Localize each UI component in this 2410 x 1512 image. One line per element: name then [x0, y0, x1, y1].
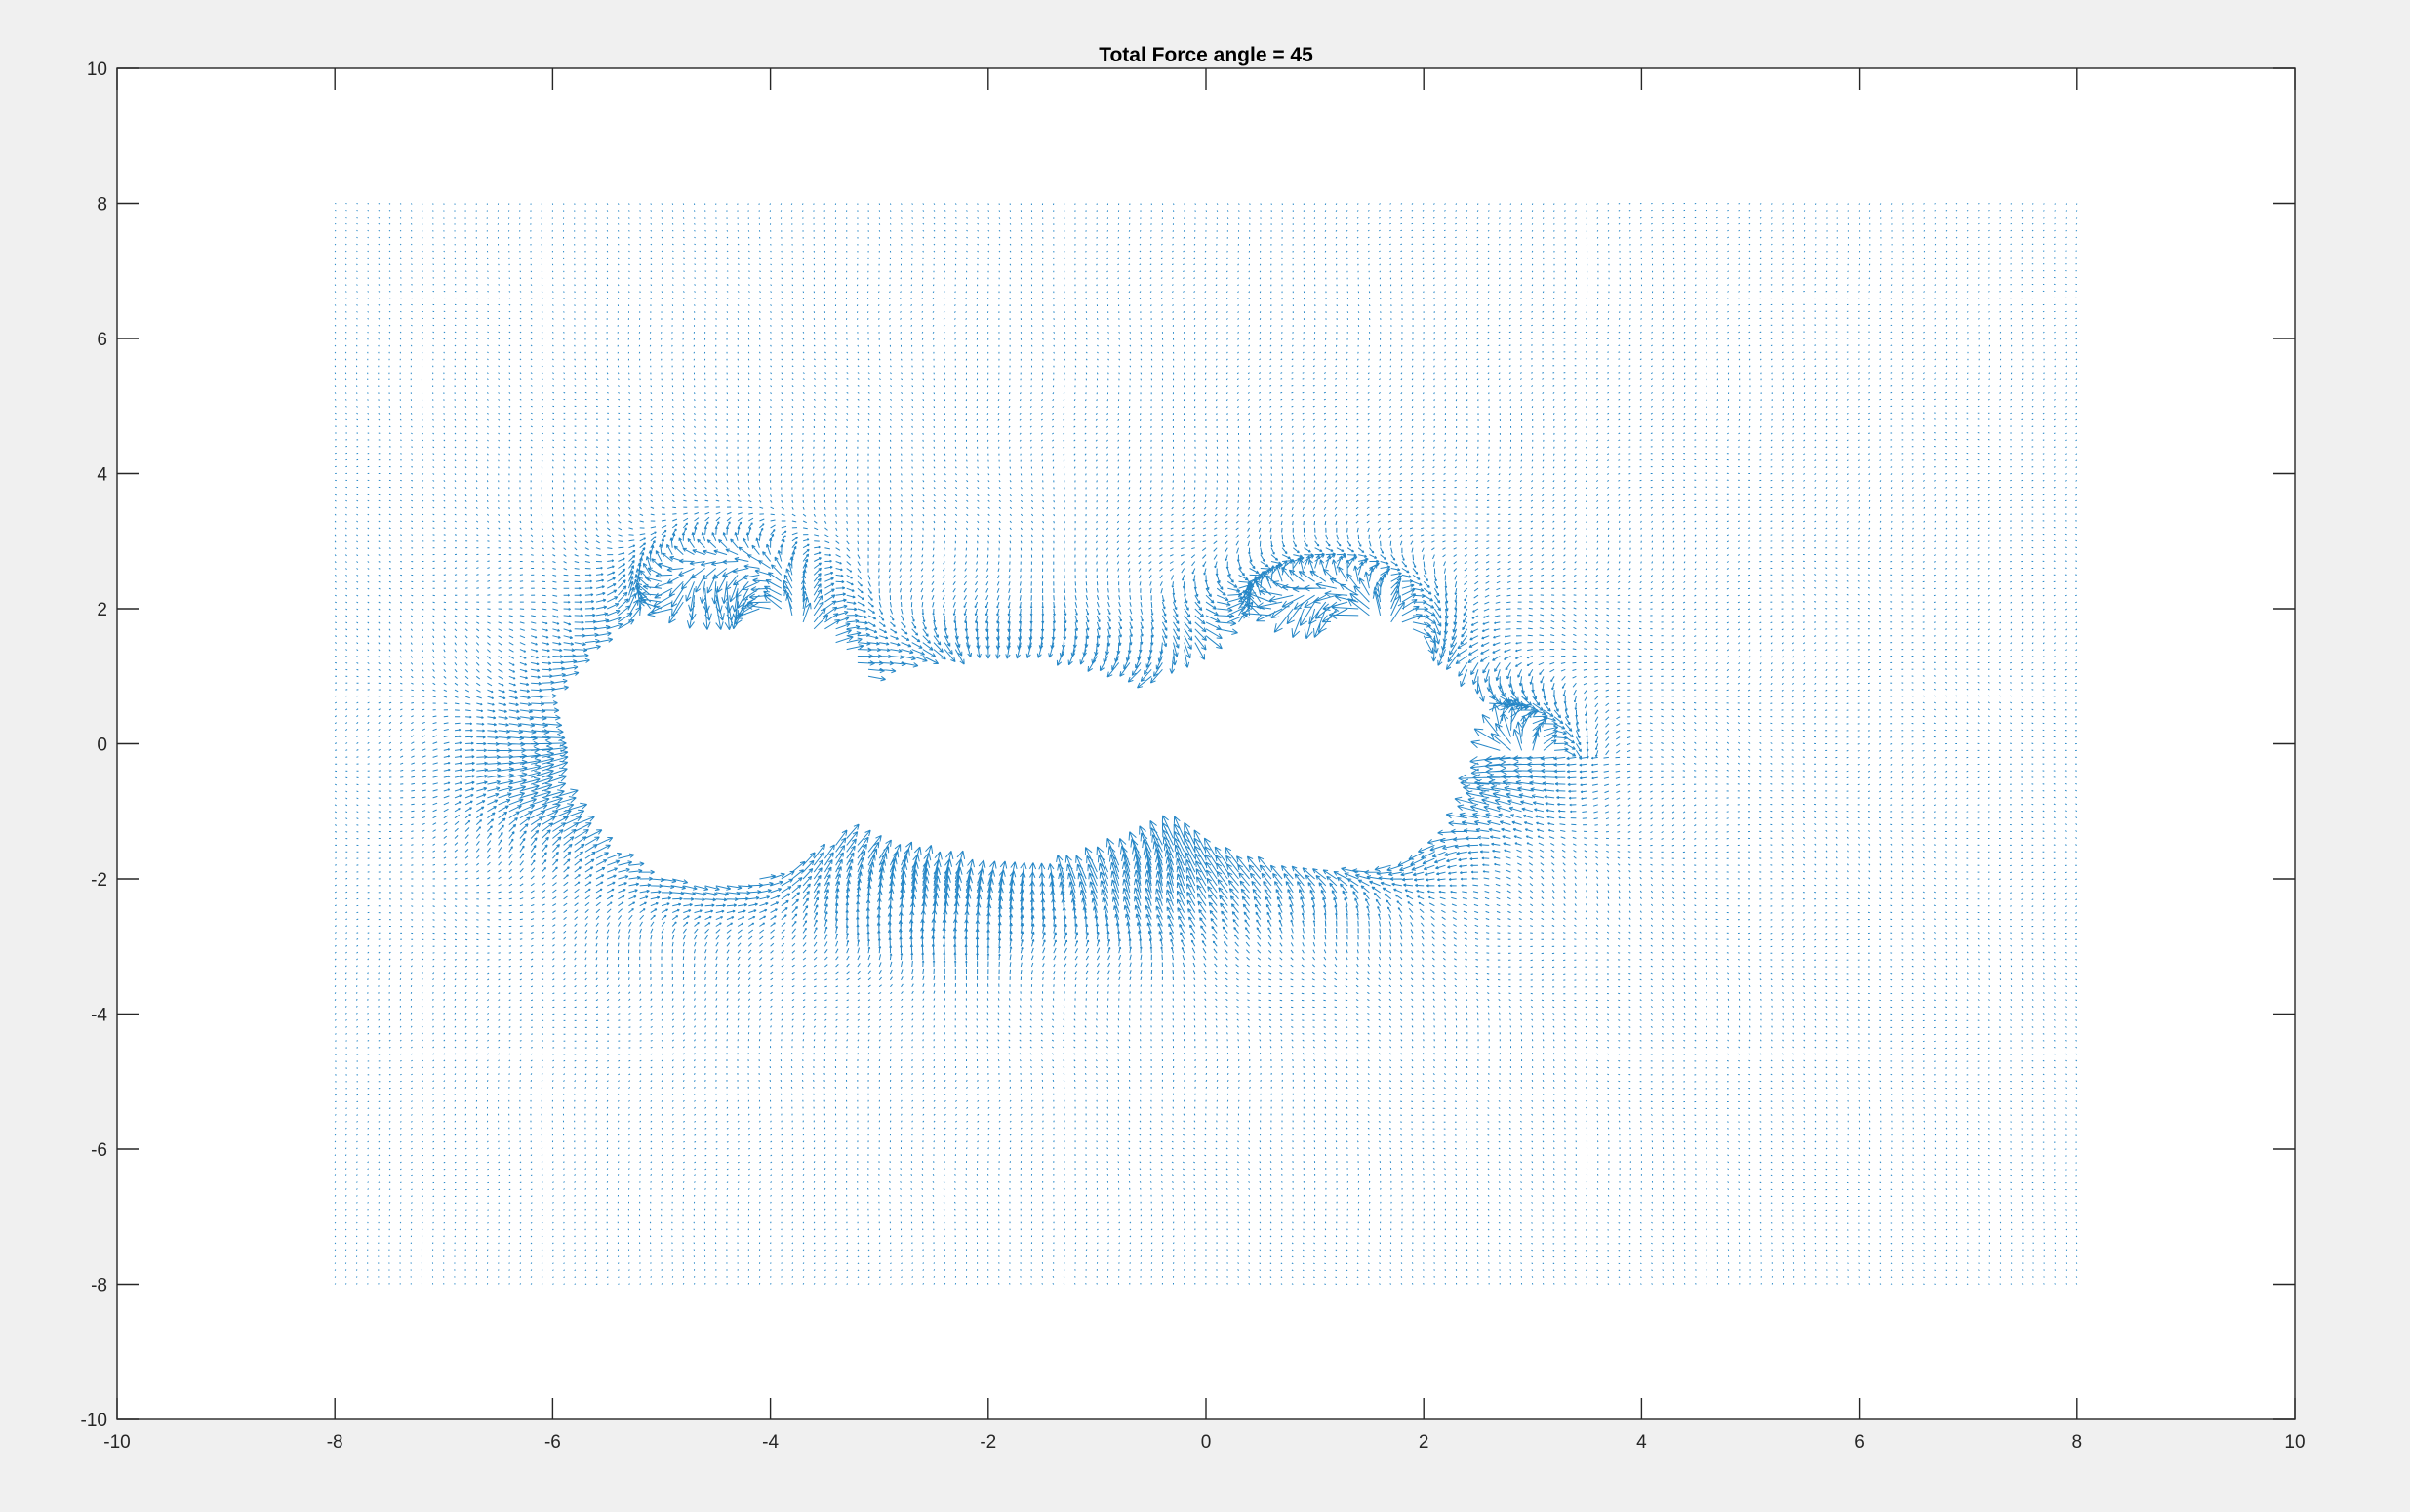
y-tick-label: -8	[91, 1276, 107, 1296]
y-tick-label: 6	[97, 330, 107, 350]
y-axis-tick-labels: -10 -8 -6 -4 -2 0 2 4 6 8 10	[81, 60, 108, 1431]
y-tick-label: -10	[81, 1411, 107, 1431]
x-tick-label: 6	[1854, 1432, 1865, 1452]
y-tick-label: 0	[97, 736, 107, 756]
y-tick-label: 10	[87, 60, 107, 80]
x-tick-label: 4	[1636, 1432, 1647, 1452]
x-axis-tick-labels: -10 -8 -6 -4 -2 0 2 4 6 8 10	[103, 1432, 2305, 1452]
y-tick-label: -2	[91, 870, 107, 891]
quiver-arrows	[334, 203, 2078, 1285]
y-tick-label: 4	[97, 465, 107, 486]
x-tick-label: -6	[544, 1432, 561, 1452]
x-tick-label: -2	[980, 1432, 996, 1452]
y-tick-label: 2	[97, 600, 107, 620]
x-tick-label: -10	[103, 1432, 130, 1452]
y-tick-label: -6	[91, 1140, 107, 1161]
x-tick-label: -4	[762, 1432, 779, 1452]
x-tick-label: -8	[327, 1432, 343, 1452]
x-tick-label: 0	[1201, 1432, 1212, 1452]
quiver-series	[334, 203, 2078, 1285]
chart-title: Total Force angle = 45	[1099, 44, 1313, 66]
x-tick-label: 10	[2284, 1432, 2305, 1452]
y-tick-label: -4	[91, 1006, 107, 1026]
y-tick-label: 8	[97, 195, 107, 216]
axis-ticks	[116, 67, 2296, 1420]
x-tick-label: 8	[2072, 1432, 2083, 1452]
x-tick-label: 2	[1419, 1432, 1429, 1452]
